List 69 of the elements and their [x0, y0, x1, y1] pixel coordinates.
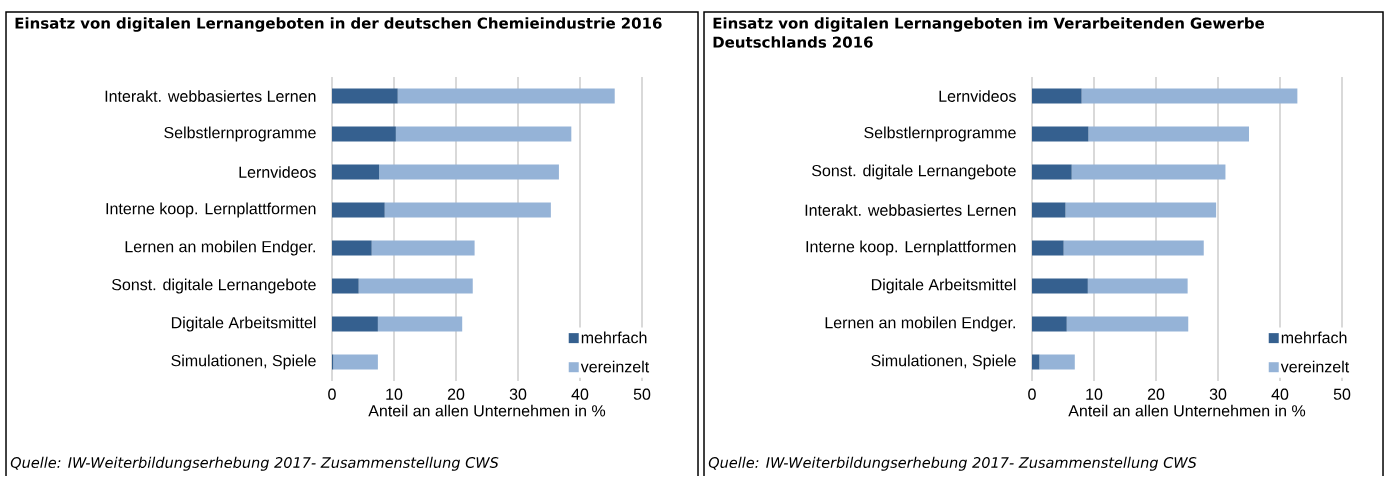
x-tick-label: 20 — [447, 388, 465, 400]
x-tick-label: 30 — [509, 388, 527, 400]
source-note: Quelle: IW-Weiterbildungserhebung 2017- Zusammenstellung CWS — [708, 456, 1197, 471]
bar — [332, 202, 385, 218]
bar — [395, 126, 572, 142]
bar — [1071, 164, 1226, 180]
x-tick-label: 50 — [633, 388, 651, 400]
y-tick-label: Sonst. digitale Lernangebote — [812, 164, 1016, 180]
chart-title: Einsatz von digitalen Lernangeboten in der deutschen Chemieindustrie 2016 — [15, 17, 662, 32]
x-tick-label: 40 — [571, 388, 589, 400]
bar — [358, 278, 473, 294]
bar — [1032, 316, 1067, 332]
bar — [1032, 202, 1066, 218]
bar — [1087, 278, 1188, 294]
y-tick-label: Simulationen, Spiele — [171, 354, 316, 370]
legend-label: mehrfach — [581, 331, 647, 344]
source-note: Quelle: IW-Weiterbildungserhebung 2017- Zusammenstellung CWS — [10, 456, 499, 471]
bar — [397, 88, 615, 104]
y-tick-label: Lernvideos — [939, 90, 1016, 103]
x-tick-label: 40 — [1271, 388, 1289, 400]
y-tick-label: Digitale Arbeitsmittel — [171, 316, 316, 332]
bar — [1032, 126, 1089, 142]
y-tick-label: Lernen an mobilen Endger. — [825, 316, 1015, 332]
bar — [332, 278, 359, 294]
bar — [1032, 240, 1064, 256]
y-tick-label: Sonst. digitale Lernangebote — [112, 278, 316, 294]
y-tick-label: Selbstlernprogramme — [864, 126, 1016, 142]
bar — [371, 240, 475, 256]
x-tick-label: 10 — [1086, 388, 1103, 400]
bar — [1032, 164, 1072, 180]
bar — [379, 164, 559, 180]
bar — [1063, 240, 1204, 256]
bar — [1032, 88, 1082, 104]
bar — [1032, 278, 1088, 294]
legend-label: vereinzelt — [580, 360, 650, 373]
bar — [332, 126, 396, 142]
bar — [1032, 354, 1040, 370]
y-tick-label: Interne koop. Lernplattformen — [806, 240, 1016, 256]
bar — [332, 164, 380, 180]
x-tick-label: 20 — [1147, 388, 1165, 400]
bar — [1039, 354, 1075, 370]
bar — [1065, 202, 1217, 218]
bar — [384, 202, 551, 218]
bar — [332, 240, 372, 256]
x-tick-label: 30 — [1209, 388, 1227, 400]
bar — [332, 316, 378, 332]
x-tick-label: 10 — [386, 388, 403, 400]
y-tick-label: Simulationen, Spiele — [871, 354, 1016, 370]
legend-label: mehrfach — [1281, 331, 1347, 344]
bar — [333, 354, 378, 370]
x-tick-label: 0 — [1028, 388, 1036, 400]
y-tick-label: Interakt. webbasiertes Lernen — [805, 204, 1016, 217]
bar — [377, 316, 463, 332]
y-tick-label: Digitale Arbeitsmittel — [871, 278, 1016, 294]
legend-label: vereinzelt — [1280, 360, 1350, 373]
bar — [1066, 316, 1189, 332]
bar — [1088, 126, 1250, 142]
y-tick-label: Interakt. webbasiertes Lernen — [105, 90, 316, 103]
x-axis-title: Anteil an allen Unternehmen in % — [1068, 404, 1306, 417]
x-tick-label: 50 — [1333, 388, 1351, 400]
y-tick-label: Interne koop. Lernplattformen — [106, 202, 316, 218]
bar — [332, 88, 398, 104]
x-axis-title: Anteil an allen Unternehmen in % — [368, 404, 606, 417]
x-tick-label: 0 — [328, 388, 336, 400]
y-tick-label: Lernen an mobilen Endger. — [125, 240, 315, 256]
y-tick-label: Lernvideos — [239, 166, 316, 179]
chart-title: Einsatz von digitalen Lernangeboten im Verarbeitenden Gewerbe Deutschlands 2016 — [713, 17, 1265, 48]
y-tick-label: Selbstlernprogramme — [164, 126, 316, 142]
bar — [1081, 88, 1298, 104]
